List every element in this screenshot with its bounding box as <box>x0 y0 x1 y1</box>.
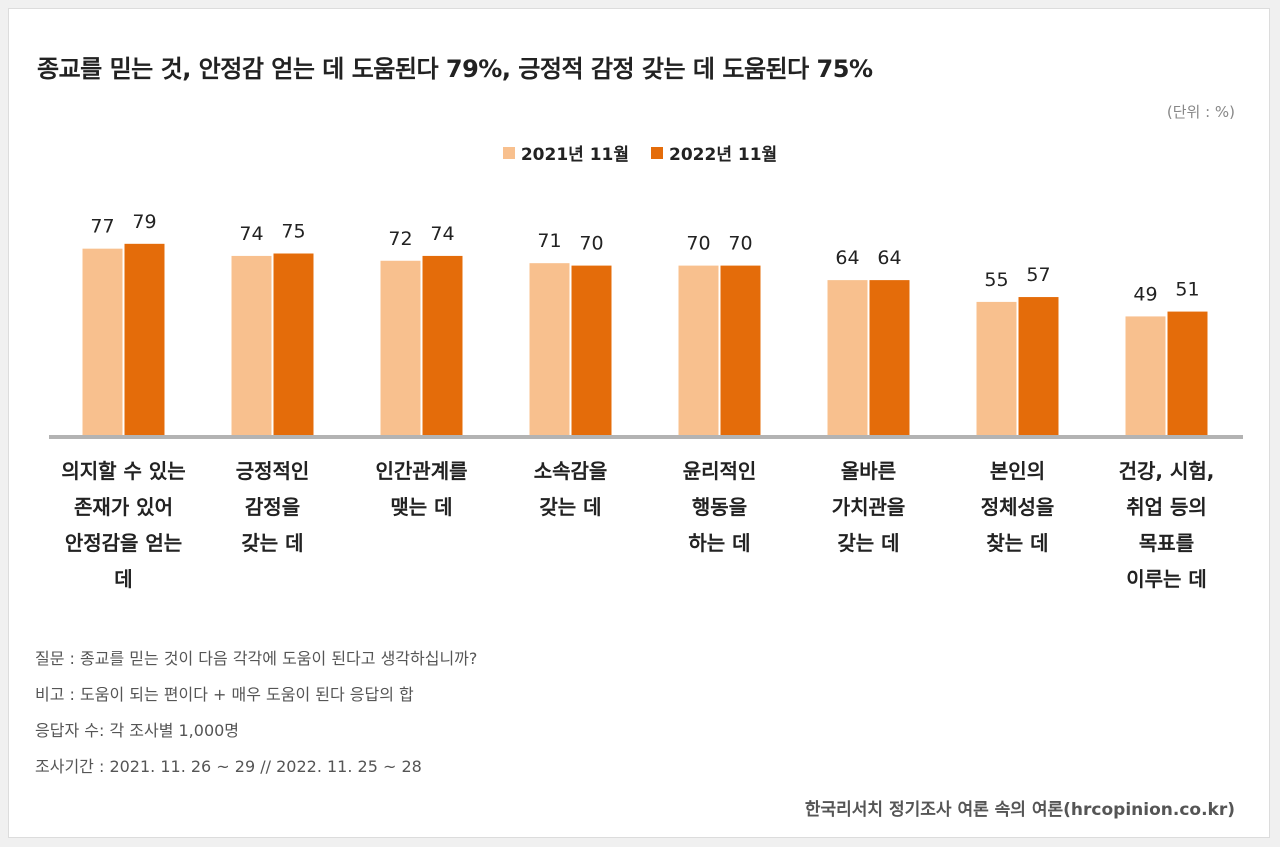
category-label-line: 찾는 데 <box>986 531 1049 555</box>
bar-2022-6 <box>1018 297 1059 435</box>
legend: 2021년 11월 2022년 11월 <box>9 140 1271 165</box>
data-label-2022-5: 64 <box>877 247 901 269</box>
legend-label-2022: 2022년 11월 <box>669 145 778 165</box>
data-label-2022-0: 79 <box>132 211 156 233</box>
data-label-2021-4: 70 <box>686 233 710 255</box>
category-label-line: 갖는 데 <box>837 531 900 555</box>
data-label-2022-1: 75 <box>281 221 305 243</box>
bar-2021-1 <box>231 255 272 435</box>
category-label-line: 긍정적인 <box>235 459 310 483</box>
category-label-line: 갖는 데 <box>539 495 602 519</box>
category-label-line: 가치관을 <box>831 495 906 519</box>
data-label-2021-6: 55 <box>984 269 1008 291</box>
data-label-2022-3: 70 <box>579 233 603 255</box>
x-axis-line <box>49 435 1243 439</box>
legend-swatch-2021 <box>502 146 515 159</box>
category-label-line: 건강, 시험, <box>1118 459 1215 483</box>
bar-2021-3 <box>529 263 570 435</box>
source-credit: 한국리서치 정기조사 여론 속의 여론(hrcopinion.co.kr) <box>804 800 1235 820</box>
category-label-line: 맺는 데 <box>390 495 453 519</box>
chart-title: 종교를 믿는 것, 안정감 얻는 데 도움된다 79%, 긍정적 감정 갖는 데… <box>37 55 873 83</box>
category-label-line: 의지할 수 있는 <box>61 459 186 483</box>
category-label-line: 데 <box>114 567 133 591</box>
data-label-2021-3: 71 <box>537 230 561 252</box>
bar-2022-4 <box>720 265 761 435</box>
category-label-line: 본인의 <box>989 459 1046 483</box>
note-period: 조사기간 : 2021. 11. 26 ~ 29 // 2022. 11. 25… <box>35 757 422 776</box>
data-label-2021-0: 77 <box>90 216 114 238</box>
category-label-line: 윤리적인 <box>682 459 757 483</box>
unit-label: (단위 : %) <box>1166 103 1235 121</box>
category-label-line: 취업 등의 <box>1126 495 1207 519</box>
data-label-2022-4: 70 <box>728 233 752 255</box>
bar-2022-1 <box>273 253 314 435</box>
bar-2022-2 <box>422 255 463 435</box>
legend-label-2021: 2021년 11월 <box>520 145 629 165</box>
category-label-line: 감정을 <box>244 495 301 519</box>
note-remark: 비고 : 도움이 되는 편이다 + 매우 도움이 된다 응답의 합 <box>35 685 414 704</box>
data-label-2022-7: 51 <box>1175 279 1199 301</box>
legend-swatch-2022 <box>651 146 663 159</box>
category-label-line: 이루는 데 <box>1126 567 1207 591</box>
bar-2022-0 <box>124 243 165 435</box>
bar-2021-7 <box>1125 316 1166 435</box>
bar-2021-4 <box>678 265 719 435</box>
bar-2022-7 <box>1167 311 1208 435</box>
category-label-line: 행동을 <box>691 495 748 519</box>
data-label-2022-2: 74 <box>430 223 454 245</box>
data-label-2021-5: 64 <box>835 247 859 269</box>
bar-2021-0 <box>82 248 123 435</box>
data-label-2022-6: 57 <box>1026 264 1050 286</box>
category-label-line: 목표를 <box>1138 531 1195 555</box>
category-label-line: 안정감을 얻는 <box>64 531 183 555</box>
legend-item-2022: 2022년 11월 <box>651 140 777 165</box>
bar-2021-2 <box>380 260 421 435</box>
note-respondents: 응답자 수: 각 조사별 1,000명 <box>35 721 240 740</box>
chart-card: 종교를 믿는 것, 안정감 얻는 데 도움된다 79%, 긍정적 감정 갖는 데… <box>8 8 1270 838</box>
data-label-2021-2: 72 <box>388 228 412 250</box>
legend-item-2021: 2021년 11월 <box>502 140 629 165</box>
data-label-2021-1: 74 <box>239 223 263 245</box>
category-label-line: 올바른 <box>840 459 897 483</box>
bar-2022-5 <box>869 280 910 435</box>
category-label-line: 하는 데 <box>688 531 751 555</box>
category-label-line: 존재가 있어 <box>74 495 173 519</box>
category-label-line: 소속감을 <box>533 459 608 483</box>
bar-2021-5 <box>827 280 868 435</box>
note-question: 질문 : 종교를 믿는 것이 다음 각각에 도움이 된다고 생각하십니까? <box>35 649 478 668</box>
bar-2021-6 <box>976 301 1017 435</box>
bar-chart: 77 79 74 75 72 74 71 70 70 70 64 64 55 57 49 51 <box>49 211 1243 439</box>
notes: 질문 : 종교를 믿는 것이 다음 각각에 도움이 된다고 생각하십니까? 비고… <box>35 641 477 785</box>
category-label-line: 정체성을 <box>980 495 1055 519</box>
bar-2022-3 <box>571 265 612 435</box>
data-label-2021-7: 49 <box>1133 283 1157 305</box>
category-label-line: 갖는 데 <box>241 531 304 555</box>
category-label-line: 인간관계를 <box>375 459 468 483</box>
